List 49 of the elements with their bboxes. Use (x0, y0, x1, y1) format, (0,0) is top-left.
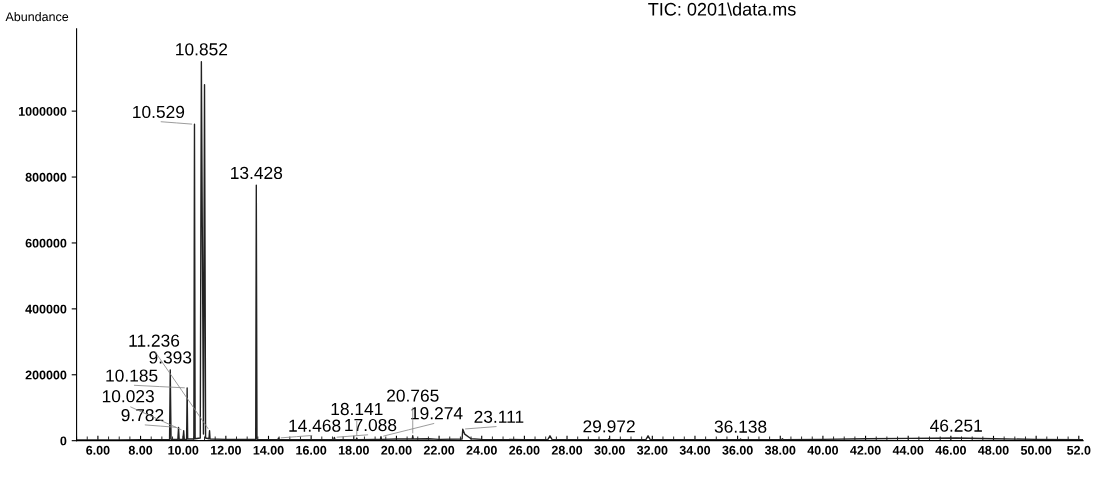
annotation: 9.393 (149, 351, 192, 364)
annotation: 18.141 (331, 402, 383, 416)
x-tick-label: 36.00 (722, 445, 753, 455)
x-tick-label: 48.00 (978, 445, 1009, 455)
y-tick-label: 600000 (25, 238, 67, 248)
x-tick-label: 10.00 (168, 445, 199, 455)
annotation: 14.468 (289, 419, 341, 432)
chart-title: TIC: 0201\data.ms (648, 2, 796, 16)
y-tick-label: 400000 (25, 304, 67, 314)
annotation: 20.765 (387, 389, 439, 402)
x-tick-label: 14.00 (253, 445, 284, 455)
annotation: 23.111 (474, 410, 524, 423)
x-tick-label: 52.0 (1067, 445, 1091, 455)
x-tick-label: 30.00 (594, 445, 625, 455)
annotation: 46.251 (930, 419, 982, 432)
annotation: 11.236 (129, 334, 180, 347)
x-tick-label: 8.00 (128, 445, 153, 455)
x-tick-label: 50.00 (1020, 445, 1052, 455)
annotation: 10.529 (133, 105, 185, 119)
x-tick-label: 20.00 (381, 445, 412, 455)
x-tick-label: 18.00 (338, 445, 369, 455)
annotation: 36.138 (714, 420, 767, 433)
y-tick-label: 1000000 (18, 106, 67, 116)
x-tick-label: 6.00 (86, 445, 110, 455)
x-tick-label: 40.00 (807, 445, 839, 455)
y-tick-label: 200000 (25, 370, 67, 380)
x-tick-label: 32.00 (636, 445, 668, 455)
annotation: 13.428 (231, 166, 283, 180)
annotation: 9.782 (121, 408, 164, 422)
x-tick-label: 34.00 (679, 445, 711, 455)
x-tick-label: 16.00 (296, 445, 327, 455)
x-tick-label: 24.00 (466, 445, 497, 455)
annotation: 10.185 (106, 369, 158, 382)
y-tick-label: 800000 (25, 172, 67, 182)
x-tick-label: 28.00 (551, 445, 583, 455)
y-tick-label: 0 (60, 436, 67, 446)
x-tick-label: 22.00 (423, 445, 455, 455)
x-tick-label: 12.00 (210, 445, 241, 455)
y-axis-title: Abundance (5, 11, 69, 22)
x-tick-label: 42.00 (850, 445, 881, 455)
annotation: 10.023 (102, 390, 154, 403)
annotation: 10.852 (176, 43, 228, 56)
x-tick-label: 44.00 (892, 445, 924, 455)
x-tick-label: 26.00 (509, 445, 540, 455)
annotation: 19.274 (411, 407, 463, 420)
x-tick-label: 46.00 (935, 445, 966, 455)
annotation: 29.972 (583, 420, 635, 433)
x-tick-label: 38.00 (764, 445, 796, 455)
annotation: 17.088 (345, 418, 397, 432)
